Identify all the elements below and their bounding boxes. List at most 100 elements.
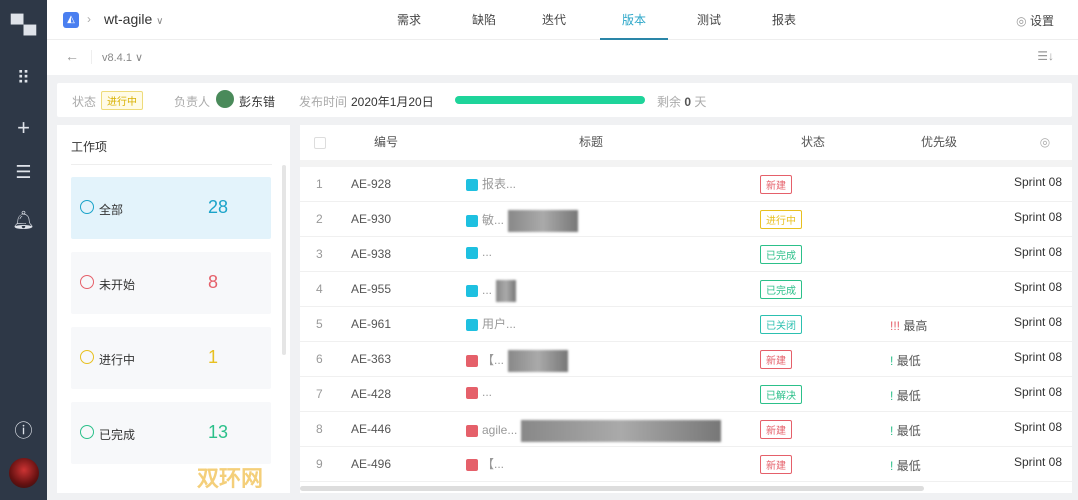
table-row[interactable]: 4 AE-955 ... 已完成 Sprint 08 [300, 272, 1072, 307]
item-id[interactable]: AE-496 [351, 457, 392, 471]
sprint-label: Sprint 08 [1014, 420, 1063, 434]
item-id[interactable]: AE-955 [351, 282, 392, 296]
remain-prefix: 剩余 [657, 95, 682, 109]
item-id[interactable]: AE-930 [351, 212, 392, 226]
item-title[interactable]: agile... [482, 423, 518, 438]
sidebar: ▀▄ ⠿ + ☰ 🔔︎ ⓘ [0, 0, 47, 500]
workitem-card[interactable]: 进行中 1 [71, 327, 271, 389]
story-type-icon [466, 215, 478, 227]
release-label: 发布时间 [299, 95, 348, 109]
item-title[interactable]: 敏... [482, 213, 505, 228]
table-row[interactable]: 8 AE-446 agile... 新建 ! 最低 Sprint 08 [300, 412, 1072, 447]
status-badge[interactable]: 已关闭 [760, 315, 802, 334]
card-count: 13 [208, 422, 229, 442]
table-row[interactable]: 1 AE-928 报表... 新建 Sprint 08 [300, 167, 1072, 202]
toolbar: ← v8.4.1 ∨ ☰↓ [47, 40, 1078, 75]
status-badge[interactable]: 已解决 [760, 385, 802, 404]
progress-fill [455, 96, 645, 104]
item-title[interactable]: 报表... [482, 177, 517, 191]
workitem-card[interactable]: 已完成 13 [71, 402, 271, 464]
remain-days: 0 [684, 95, 692, 109]
status-badge[interactable]: 新建 [760, 175, 792, 194]
story-type-icon [466, 285, 478, 297]
version-label: v8.4.1 [102, 52, 132, 64]
item-title[interactable]: ... [482, 245, 493, 259]
table-row[interactable]: 7 AE-428 ... 已解决 ! 最低 Sprint 08 [300, 377, 1072, 412]
story-type-icon [466, 178, 478, 191]
select-all-checkbox[interactable] [300, 125, 340, 160]
back-arrow-icon[interactable]: ← [65, 48, 79, 64]
item-title[interactable]: 【... [482, 457, 505, 471]
status-badge[interactable]: 已完成 [760, 280, 802, 299]
horizontal-scrollbar[interactable] [300, 486, 924, 491]
item-title[interactable]: ... [482, 385, 493, 399]
table-row[interactable]: 5 AE-961 用户... 已关闭 !!! 最高 Sprint 08 [300, 307, 1072, 342]
table-row[interactable]: 6 AE-363 【... 新建 ! 最低 Sprint 08 [300, 342, 1072, 377]
header-id[interactable]: 编号 [373, 135, 398, 149]
project-switcher[interactable]: wt-agile ∨ [104, 11, 163, 27]
header-title[interactable]: 标题 [578, 135, 603, 149]
version-selector[interactable]: v8.4.1 ∨ [102, 51, 143, 64]
tab-3[interactable]: 版本 [600, 0, 669, 40]
priority-icon: ! [890, 389, 894, 403]
status-badge[interactable]: 新建 [760, 455, 792, 474]
item-id[interactable]: AE-928 [351, 177, 392, 191]
status-badge[interactable]: 新建 [760, 420, 792, 439]
apps-grid-icon[interactable]: ⠿ [16, 68, 31, 88]
plus-icon[interactable]: + [17, 115, 30, 140]
workitem-card[interactable]: 未开始 8 [71, 252, 271, 314]
table-row[interactable]: 2 AE-930 敏... 进行中 Sprint 08 [300, 202, 1072, 237]
card-name: 未开始 [99, 278, 136, 292]
scrollbar[interactable] [282, 165, 286, 355]
item-id[interactable]: AE-446 [351, 422, 392, 436]
bug-type-icon [466, 425, 478, 437]
tab-5[interactable]: 报表 [772, 13, 797, 27]
tab-0[interactable]: 需求 [397, 13, 422, 27]
story-type-icon [466, 246, 478, 259]
status-icon [80, 425, 94, 439]
help-icon[interactable]: ⓘ [14, 421, 33, 441]
sort-icon[interactable]: ☰↓ [1037, 49, 1054, 63]
row-number: 4 [316, 282, 323, 296]
item-id[interactable]: AE-363 [351, 352, 392, 366]
chevron-down-icon: ∨ [156, 16, 164, 27]
item-title[interactable]: ... [482, 283, 493, 298]
story-type-icon [466, 318, 478, 331]
column-settings-icon[interactable]: ◎ [1039, 135, 1051, 149]
tab-4[interactable]: 测试 [697, 13, 722, 27]
table-row[interactable]: 9 AE-496 【... 新建 ! 最低 Sprint 08 [300, 447, 1072, 482]
version-info: 状态 进行中 负责人 彭东错 发布时间 2020年1月20日 剩余 0 天 [57, 83, 1072, 117]
card-count: 28 [208, 197, 229, 217]
table-row[interactable]: 3 AE-938 ... 已完成 Sprint 08 [300, 237, 1072, 272]
tab-2[interactable]: 迭代 [542, 13, 567, 27]
avatar[interactable] [9, 458, 39, 488]
status-badge[interactable]: 进行中 [760, 210, 802, 229]
item-title[interactable]: 用户... [482, 317, 517, 331]
chevron-down-icon: ∨ [135, 52, 144, 64]
settings-button[interactable]: ◎ 设置 [1016, 12, 1054, 29]
header-status[interactable]: 状态 [800, 135, 825, 149]
remain-suffix: 天 [694, 95, 707, 109]
item-id[interactable]: AE-428 [351, 387, 392, 401]
item-id[interactable]: AE-938 [351, 247, 392, 261]
bell-icon[interactable]: 🔔︎ [12, 210, 35, 230]
task-list-icon[interactable]: ☰ [15, 162, 32, 182]
row-number: 1 [316, 177, 323, 191]
sprint-label: Sprint 08 [1014, 280, 1063, 294]
workitem-card[interactable]: 全部 28 [71, 177, 271, 239]
row-number: 6 [316, 352, 323, 366]
status-badge[interactable]: 已完成 [760, 245, 802, 264]
item-title[interactable]: 【... [482, 353, 505, 368]
item-id[interactable]: AE-961 [351, 317, 392, 331]
header-priority[interactable]: 优先级 [920, 135, 957, 149]
layout-icon[interactable]: ▀▄ [10, 14, 37, 34]
priority-label: 最低 [896, 354, 921, 368]
status-badge[interactable]: 新建 [760, 350, 792, 369]
priority-label: 最低 [896, 459, 921, 473]
priority-icon: !!! [890, 319, 901, 333]
priority-label: 最低 [896, 424, 921, 438]
watermark: 双环网 [197, 466, 264, 491]
project-logo-icon: ◭ [63, 12, 79, 28]
tab-1[interactable]: 缺陷 [472, 13, 497, 27]
row-number: 5 [316, 317, 323, 331]
